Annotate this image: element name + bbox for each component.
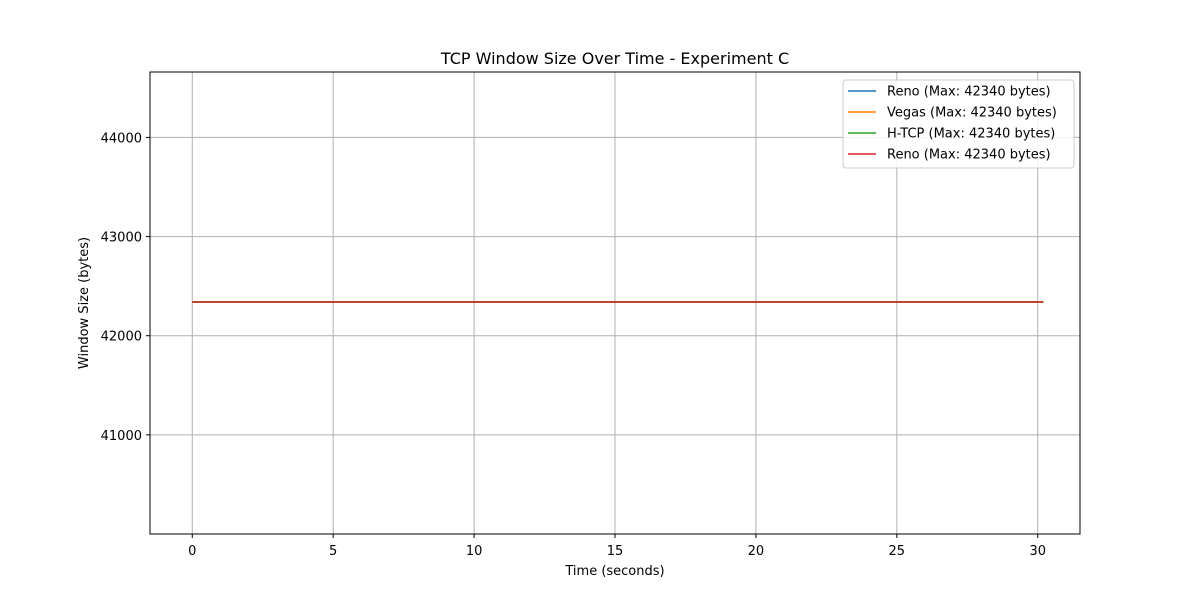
legend-label: Vegas (Max: 42340 bytes) [887,106,1057,121]
axis-ticks: 0 5 10 15 20 25 30 41000 42000 43000 44000 [101,131,1046,559]
legend-box [842,79,1075,169]
x-tick-label: 15 [607,544,624,559]
chart-title: TCP Window Size Over Time - Experiment C [440,49,789,68]
x-tick-label: 0 [188,544,196,559]
y-tick-label: 41000 [101,429,142,444]
x-tick-label: 5 [329,544,337,559]
x-axis-title: Time (seconds) [564,564,664,579]
x-tick-label: 30 [1029,544,1046,559]
y-tick-label: 43000 [101,231,142,246]
x-tick-label: 20 [748,544,765,559]
legend-label: Reno (Max: 42340 bytes) [887,85,1051,100]
y-tick-label: 42000 [101,330,142,345]
legend-label: Reno (Max: 42340 bytes) [887,148,1051,163]
y-axis-title: Window Size (bytes) [77,237,92,369]
x-tick-label: 25 [889,544,906,559]
y-tick-label: 44000 [101,131,142,146]
x-tick-label: 10 [466,544,483,559]
legend-label: H-TCP (Max: 42340 bytes) [887,127,1055,142]
legend: Reno (Max: 42340 bytes) Vegas (Max: 42340… [842,79,1075,169]
